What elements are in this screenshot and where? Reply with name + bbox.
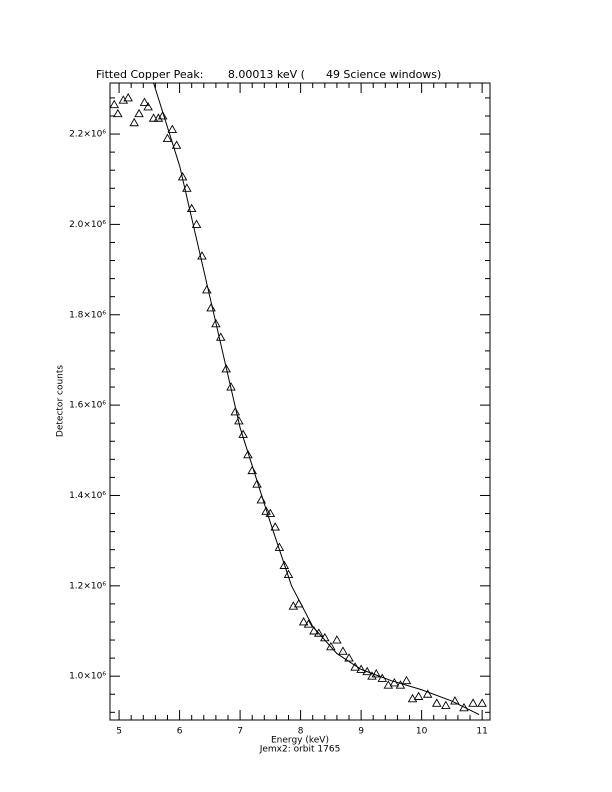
data-point [139,97,150,106]
data-point [247,465,257,475]
data-point [298,617,309,626]
data-point [157,111,168,120]
data-point [401,675,412,685]
x-tick-label: 9 [358,727,364,737]
subtitle: Jemx2: orbit 1765 [259,745,341,755]
data-point [230,406,241,416]
y-tick-label: 1.2×10⁶ [69,581,106,591]
x-tick-label: 11 [476,727,487,737]
data-point [441,700,451,709]
y-tick-label: 1.0×10⁶ [69,672,106,682]
fit-line [153,82,480,716]
data-point [431,698,442,707]
x-tick-label: 7 [237,727,243,737]
data-point [153,113,164,122]
x-tick-label: 5 [116,727,122,737]
y-tick-label: 2.2×10⁶ [69,130,106,140]
data-point [123,93,133,102]
data-point [171,140,182,149]
data-point [288,601,299,610]
data-point [413,691,424,700]
data-point [303,619,314,628]
data-point [143,102,153,111]
data-point [468,698,478,707]
plot-frame [109,82,491,721]
data-point [383,680,394,689]
data-point [211,318,221,328]
data-point [279,560,290,569]
data-point [252,479,262,488]
x-axis-label: Energy (keV) [271,736,329,746]
data-point [197,251,207,260]
x-tick-label: 10 [416,727,428,737]
data-point [215,332,226,341]
data-point [148,113,159,122]
y-tick-label: 1.8×10⁶ [69,310,106,320]
data-point [459,702,469,712]
data-point [167,124,178,133]
data-point [450,696,460,705]
x-tick-label: 6 [177,727,183,737]
y-tick-label: 1.4×10⁶ [69,491,106,501]
data-point [129,117,139,127]
data-point [422,689,433,698]
x-tick-label: 8 [298,727,304,737]
data-point [109,99,120,109]
data-point [113,108,123,118]
data-point [395,680,406,689]
data-point [338,646,348,655]
data-point [326,641,336,651]
data-point [270,522,280,531]
data-point [477,698,487,707]
data-point [206,303,216,312]
y-tick-label: 2.0×10⁶ [69,220,106,230]
data-point [313,628,324,637]
data-point [261,506,271,515]
data-point [356,664,366,673]
data-point [367,671,377,680]
data-point [371,669,382,678]
data-point [332,635,342,644]
data-point [162,133,173,143]
data-point [202,285,212,294]
data-point [243,449,253,459]
data-point [265,508,276,517]
data-point [407,693,418,703]
data-point [191,219,202,228]
data-point [221,364,231,373]
chart-title: Fitted Copper Peak: 8.00013 keV ( 49 Sci… [96,68,441,81]
y-axis-label: Detector counts [56,365,66,437]
data-point [134,108,144,118]
y-tick-label: 1.6×10⁶ [69,401,106,411]
